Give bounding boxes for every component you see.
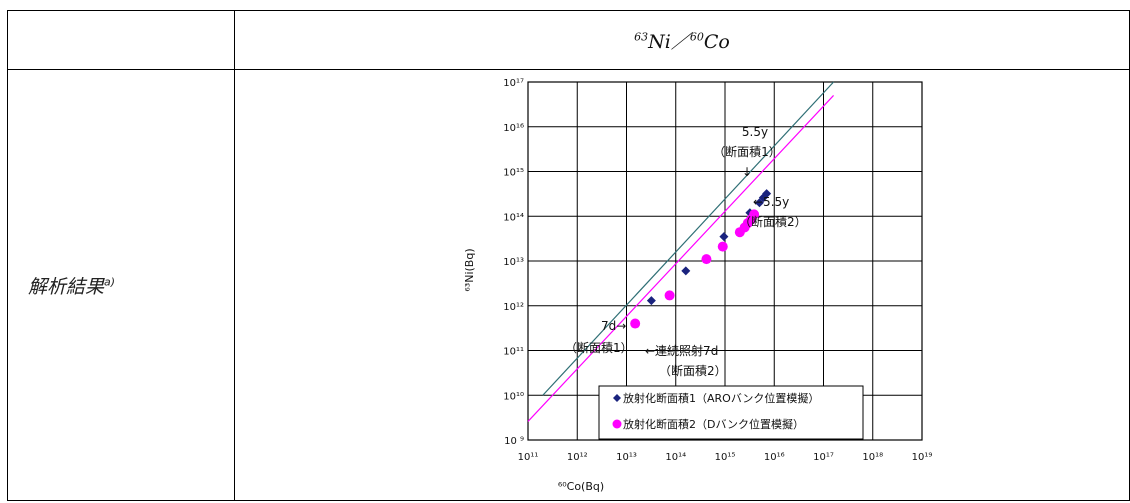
- row-label: 解析結果: [28, 275, 105, 298]
- row-label-cell: 解析結果a): [7, 69, 235, 501]
- results-table: 63Ni／60Co 解析結果a) 10¹¹ 10¹² 10¹³ 10¹⁴ 10¹⁵ 10¹…: [7, 10, 1130, 501]
- x-axis-label: ⁶⁰Co(Bq): [558, 480, 604, 493]
- series-2-point: [630, 318, 641, 329]
- y-tick-label: 10¹⁰: [503, 391, 524, 402]
- x-tick-label: 10¹⁵: [715, 452, 736, 463]
- series-1-point: [762, 189, 772, 199]
- annotation-label: （断面積1）: [713, 144, 781, 159]
- co-symbol: Co: [703, 30, 730, 53]
- top-caption-strip: [0, 0, 1130, 10]
- x-tick-label: 10¹⁷: [813, 452, 834, 463]
- annotation-label: ←5.5y: [753, 195, 789, 209]
- y-tick-label: 10¹¹: [503, 347, 524, 358]
- y-tick-label: 10¹³: [503, 257, 524, 268]
- x-tick-label: 10¹⁴: [665, 452, 686, 463]
- x-tick-label: 10¹¹: [518, 452, 539, 463]
- trend-line-2: [527, 95, 834, 422]
- y-tick-label: 10¹⁷: [503, 78, 524, 89]
- series-2-point: [701, 254, 712, 265]
- legend-box: [598, 385, 864, 440]
- series-1-point: [719, 232, 729, 242]
- x-tick-label: 10¹³: [616, 452, 637, 463]
- trend-lines: [527, 81, 834, 422]
- annotation-5-5y-xs2: ←5.5y （断面積2）: [739, 195, 807, 229]
- y-tick-label: 10 ⁹: [504, 436, 524, 447]
- annotation-label: （断面積2）: [659, 363, 727, 378]
- legend-circle-marker: [612, 419, 622, 429]
- legend: 放射化断面積1（AROバンク位置模擬） 放射化断面積2（Dバンク位置模擬）: [598, 385, 864, 440]
- x-tick-label: 10¹⁶: [764, 452, 785, 463]
- series-1-point: [758, 193, 768, 203]
- annotation-5-5y-xs1: 5.5y （断面積1） ↓: [713, 125, 781, 179]
- result-row: 解析結果a) 10¹¹ 10¹² 10¹³ 10¹⁴ 10¹⁵ 10¹⁶ 10¹⁷ 10¹⁸ 1…: [7, 69, 1130, 501]
- annotation-arrow: ↓: [742, 165, 752, 179]
- y-axis-label: ⁶³Ni(Bq): [463, 248, 476, 291]
- data-points: [630, 189, 772, 329]
- plot-frame: [527, 81, 923, 441]
- series-1-point: [646, 296, 656, 306]
- header-label-cell: [7, 10, 235, 70]
- x-tick-label: 10¹²: [567, 452, 588, 463]
- header-row: 63Ni／60Co: [7, 10, 1130, 70]
- legend-series-1-label: 放射化断面積1（AROバンク位置模擬）: [623, 391, 819, 405]
- annotation-label: （断面積2）: [739, 214, 807, 229]
- row-label-note: a): [104, 275, 116, 289]
- x-tick-label: 10¹⁹: [912, 452, 933, 463]
- annotation-label: （断面積1）: [565, 340, 633, 355]
- ni-co-scatter-chart: 10¹¹ 10¹² 10¹³ 10¹⁴ 10¹⁵ 10¹⁶ 10¹⁷ 10¹⁸ 10¹⁹ 10 ⁹…: [463, 78, 932, 493]
- trend-line-1: [542, 81, 834, 396]
- series-2-point: [664, 290, 675, 301]
- y-tick-label: 10¹⁴: [503, 212, 524, 223]
- header-formula-cell: 63Ni／60Co: [234, 10, 1130, 70]
- x-tick-label: 10¹⁸: [862, 452, 883, 463]
- legend-diamond-marker: [613, 394, 621, 402]
- chart-cell: 10¹¹ 10¹² 10¹³ 10¹⁴ 10¹⁵ 10¹⁶ 10¹⁷ 10¹⁸ 10¹⁹ 10 ⁹…: [234, 69, 1130, 501]
- annotation-label: ←連続照射7d: [645, 343, 718, 358]
- grid: [527, 81, 923, 441]
- annotation-label: 5.5y: [742, 125, 768, 139]
- tick-labels: 10¹¹ 10¹² 10¹³ 10¹⁴ 10¹⁵ 10¹⁶ 10¹⁷ 10¹⁸ 10¹⁹ 10 ⁹…: [503, 78, 932, 463]
- annotation-7d-xs1: 7d→ （断面積1）: [565, 319, 633, 355]
- series-1-point: [681, 266, 691, 276]
- annotation-label: 7d→: [601, 319, 626, 333]
- ni-mass-number: 63: [634, 30, 649, 44]
- co-mass-number: 60: [689, 30, 704, 44]
- y-tick-label: 10¹⁵: [503, 168, 524, 179]
- y-tick-label: 10¹⁶: [503, 123, 524, 134]
- legend-series-2-label: 放射化断面積2（Dバンク位置模擬）: [623, 417, 804, 431]
- ni-symbol: Ni: [648, 30, 671, 53]
- series-2-point: [717, 241, 728, 252]
- series-2-point: [749, 209, 760, 220]
- y-tick-label: 10¹²: [503, 302, 524, 313]
- ratio-separator: ／: [670, 30, 690, 53]
- annotation-continuous-7d-xs2: ←連続照射7d （断面積2）: [645, 343, 727, 378]
